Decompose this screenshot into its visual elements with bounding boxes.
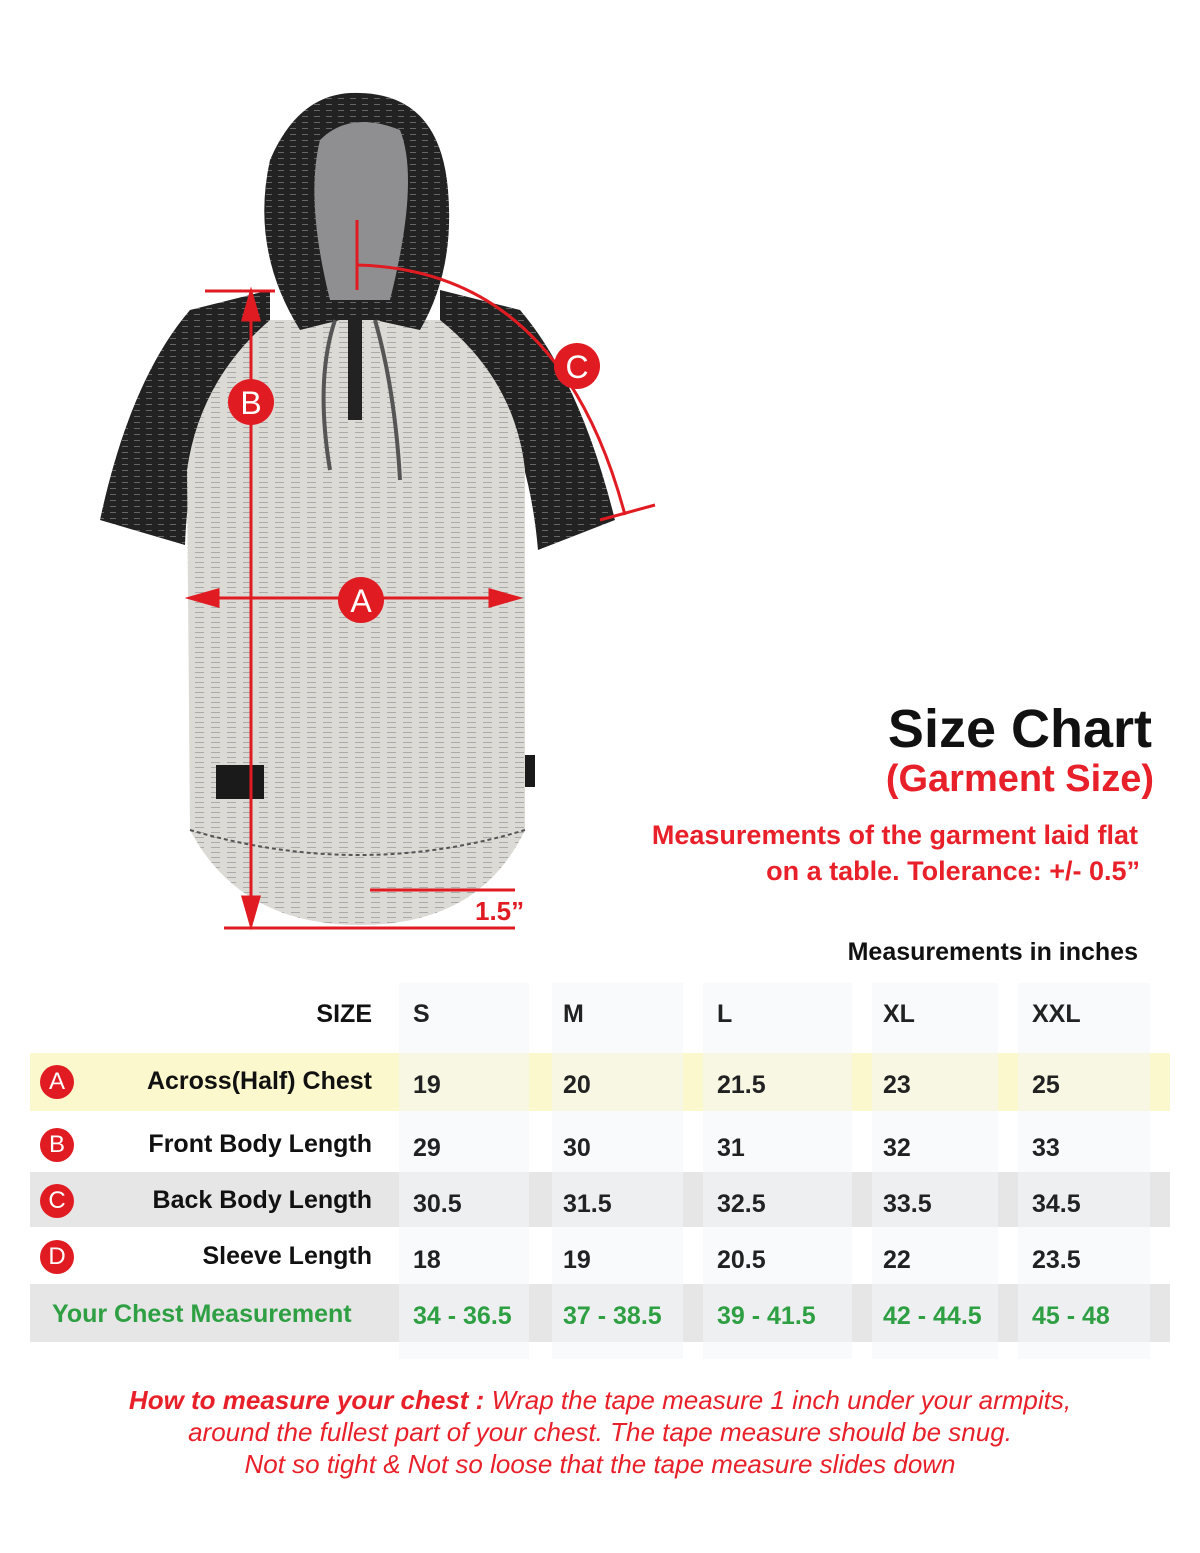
chest-cell: 39 - 41.5 <box>717 1302 816 1330</box>
left-sleeve <box>100 290 270 545</box>
right-sleeve <box>440 290 615 550</box>
size-column-header: S <box>413 1000 430 1028</box>
table-cell: 20 <box>563 1071 591 1099</box>
marker-a: A <box>338 577 384 623</box>
row-badge: B <box>40 1128 74 1162</box>
table-cell: 31 <box>717 1134 745 1162</box>
page-title: Size Chart <box>887 699 1152 759</box>
table-cell: 32 <box>883 1134 911 1162</box>
table-cell: 18 <box>413 1246 441 1274</box>
row-label: Across(Half) Chest <box>146 1067 372 1095</box>
table-cell: 22 <box>883 1246 911 1274</box>
marker-c: C <box>554 343 600 389</box>
howto-line2: around the fullest part of your chest. T… <box>188 1417 1012 1447</box>
measure-note-2: on a table. Tolerance: +/- 0.5” <box>766 856 1140 886</box>
howto-line1: Wrap the tape measure 1 inch under your … <box>484 1385 1072 1415</box>
svg-text:A: A <box>350 583 372 619</box>
row-badge: C <box>40 1184 74 1218</box>
table-cell: 34.5 <box>1032 1190 1081 1218</box>
size-column-header: M <box>563 1000 584 1028</box>
chest-row-label: Your Chest Measurement <box>52 1300 352 1328</box>
table-cell: 33.5 <box>883 1190 932 1218</box>
table-cell: 19 <box>413 1071 441 1099</box>
table-cell: 23.5 <box>1032 1246 1081 1274</box>
size-header: SIZE <box>316 1000 372 1028</box>
hem-drop-label: 1.5” <box>475 896 524 926</box>
row-label: Sleeve Length <box>202 1242 373 1270</box>
units-label: Measurements in inches <box>847 938 1138 966</box>
table-cell: 31.5 <box>563 1190 612 1218</box>
size-column-header: L <box>717 1000 733 1028</box>
svg-text:C: C <box>565 349 588 385</box>
row-badge: A <box>40 1065 74 1099</box>
body <box>187 320 525 925</box>
chest-cell: 45 - 48 <box>1032 1302 1110 1330</box>
table-cell: 30 <box>563 1134 591 1162</box>
chest-cell: 37 - 38.5 <box>563 1302 662 1330</box>
table-cell: 30.5 <box>413 1190 462 1218</box>
table-cell: 20.5 <box>717 1246 766 1274</box>
hoodie-illustration: B A C 1.5” <box>100 92 656 931</box>
table-cell: 33 <box>1032 1134 1060 1162</box>
size-column-header: XL <box>883 1000 915 1028</box>
page-subtitle: (Garment Size) <box>885 758 1154 800</box>
svg-text:B: B <box>240 385 261 421</box>
how-to-measure: How to measure your chest : Wrap the tap… <box>0 1384 1200 1480</box>
table-cell: 21.5 <box>717 1071 766 1099</box>
row-badge: D <box>40 1240 74 1274</box>
size-column-header: XXL <box>1032 1000 1081 1028</box>
row-label: Back Body Length <box>152 1186 372 1214</box>
marker-b: B <box>228 379 274 425</box>
chest-cell: 34 - 36.5 <box>413 1302 512 1330</box>
measure-note-1: Measurements of the garment laid flat <box>651 820 1138 850</box>
table-cell: 32.5 <box>717 1190 766 1218</box>
table-cell: 19 <box>563 1246 591 1274</box>
howto-lead: How to measure your chest : <box>128 1385 485 1415</box>
row-label: Front Body Length <box>148 1130 372 1158</box>
table-cell: 29 <box>413 1134 441 1162</box>
chest-cell: 42 - 44.5 <box>883 1302 982 1330</box>
table-cell: 23 <box>883 1071 911 1099</box>
table-cell: 25 <box>1032 1071 1060 1099</box>
howto-line3: Not so tight & Not so loose that the tap… <box>244 1449 956 1479</box>
